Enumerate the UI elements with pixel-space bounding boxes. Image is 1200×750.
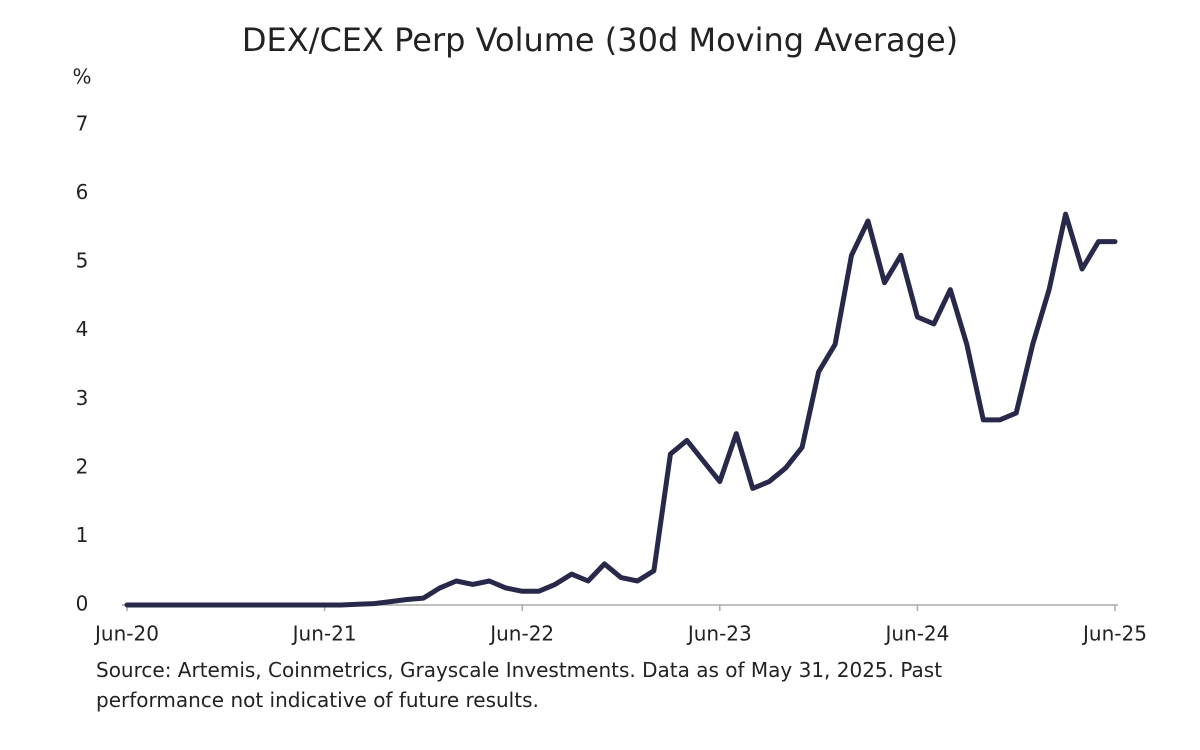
source-note: Source: Artemis, Coinmetrics, Grayscale … bbox=[96, 658, 943, 712]
x-tick-label: Jun-25 bbox=[1081, 622, 1147, 646]
source-box: Source: Artemis, Coinmetrics, Grayscale … bbox=[96, 658, 943, 712]
x-tick-label: Jun-21 bbox=[291, 622, 357, 646]
x-tick-label: Jun-22 bbox=[488, 622, 554, 646]
x-tick-label: Jun-23 bbox=[686, 622, 752, 646]
y-tick-label: 1 bbox=[76, 523, 89, 547]
x-tick-label: Jun-24 bbox=[883, 622, 949, 646]
y-tick-label: 7 bbox=[76, 112, 89, 136]
y-axis-label: % bbox=[72, 65, 91, 89]
y-tick-label: 3 bbox=[76, 386, 89, 410]
y-tick-label: 5 bbox=[76, 249, 89, 273]
y-tick-label: 4 bbox=[76, 317, 89, 341]
data-line bbox=[124, 211, 1118, 608]
y-tick-label: 2 bbox=[76, 454, 89, 478]
chart-title: DEX/CEX Perp Volume (30d Moving Average) bbox=[242, 21, 958, 59]
y-tick-label: 0 bbox=[76, 592, 89, 616]
x-tick-label: Jun-20 bbox=[93, 622, 159, 646]
y-tick-label: 6 bbox=[76, 180, 89, 204]
